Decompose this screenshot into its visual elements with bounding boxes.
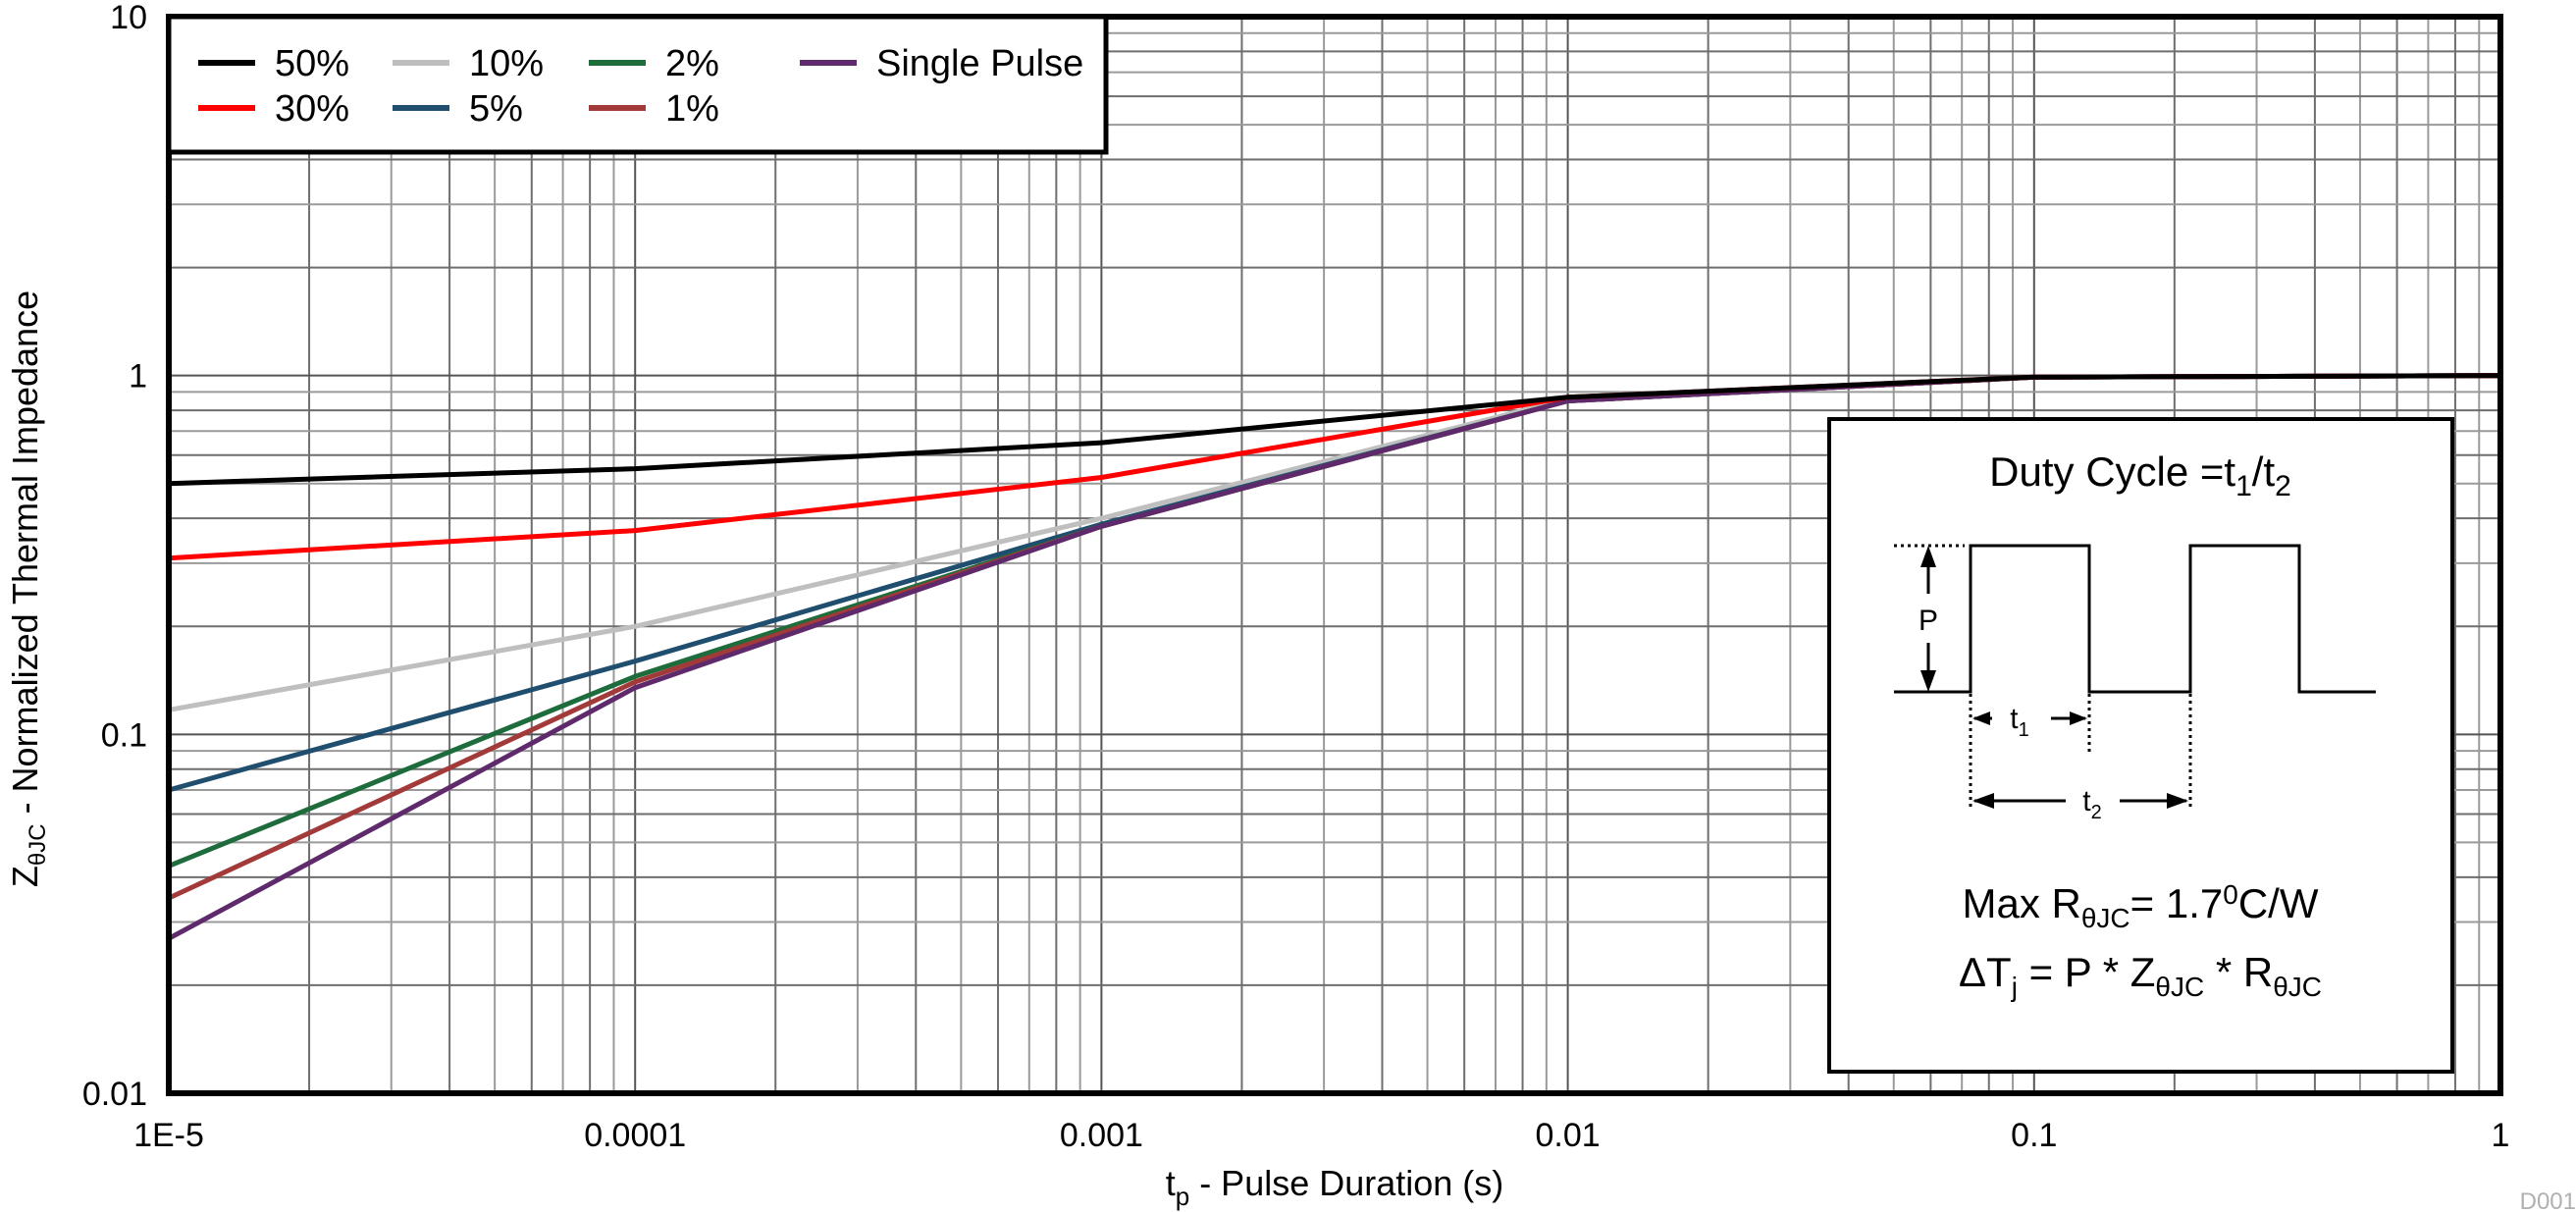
y-tick-label: 0.01: [82, 1076, 147, 1113]
pulse-waveform-diagram: [1894, 544, 2376, 810]
legend-label: 5%: [469, 88, 523, 130]
y-axis-title: ZθJC - Normalized Thermal Impedance: [5, 290, 51, 887]
x-axis-title: tp - Pulse Duration (s): [1166, 1163, 1504, 1211]
inset-title: Duty Cycle =t1/t2: [1989, 448, 2291, 502]
y-tick-labels: 0.01 0.1 1 10: [82, 0, 147, 1113]
dtj-formula: ΔTj = P * ZθJC * RθJC: [1959, 949, 2322, 1002]
inset-box: [1827, 417, 2454, 1074]
y-tick-label: 0.1: [101, 716, 147, 754]
legend-item: 30%: [198, 88, 349, 130]
legend-label: 30%: [275, 88, 349, 130]
legend-label: 10%: [469, 43, 544, 84]
duty-cycle-inset: Duty Cycle =t1/t2 P t1 t2: [1827, 417, 2454, 1074]
legend-item: 5%: [393, 88, 523, 130]
figure-id: D001: [2520, 1188, 2576, 1212]
x-tick-label: 0.01: [1536, 1117, 1601, 1154]
legend-item: 1%: [589, 88, 719, 130]
x-tick-label: 0.0001: [584, 1117, 686, 1154]
plot-frame: [166, 14, 2503, 1096]
pulse-label-p: P: [1919, 605, 1938, 637]
legend-label: 2%: [665, 43, 719, 84]
y-tick-label: 10: [110, 0, 147, 36]
pulse-label-t1: t1: [2010, 703, 2028, 741]
x-tick-label: 0.1: [2011, 1117, 2057, 1154]
data-curves: [167, 373, 2501, 941]
legend-label: Single Pulse: [876, 43, 1083, 84]
pulse-label-t2: t2: [2082, 785, 2101, 823]
legend-label: 1%: [665, 88, 719, 130]
legend: 50% 10% 2% Single Pulse 30% 5% 1%: [166, 14, 1109, 155]
x-tick-label: 1E-5: [133, 1117, 204, 1154]
rth-formula: Max RθJC= 1.70C/W: [1963, 879, 2319, 933]
legend-item: 2%: [589, 43, 719, 84]
x-tick-label: 0.001: [1060, 1117, 1143, 1154]
legend-item: Single Pulse: [800, 43, 1083, 84]
legend-label: 50%: [275, 43, 349, 84]
legend-item: 10%: [393, 43, 544, 84]
legend-item: 50%: [198, 43, 349, 84]
x-tick-label: 1: [2492, 1117, 2510, 1154]
legend-box: [166, 14, 1109, 155]
y-tick-label: 1: [129, 358, 147, 395]
x-tick-labels: 1E-5 0.0001 0.001 0.01 0.1 1: [133, 1117, 2509, 1154]
curve-50-: [168, 373, 2501, 487]
